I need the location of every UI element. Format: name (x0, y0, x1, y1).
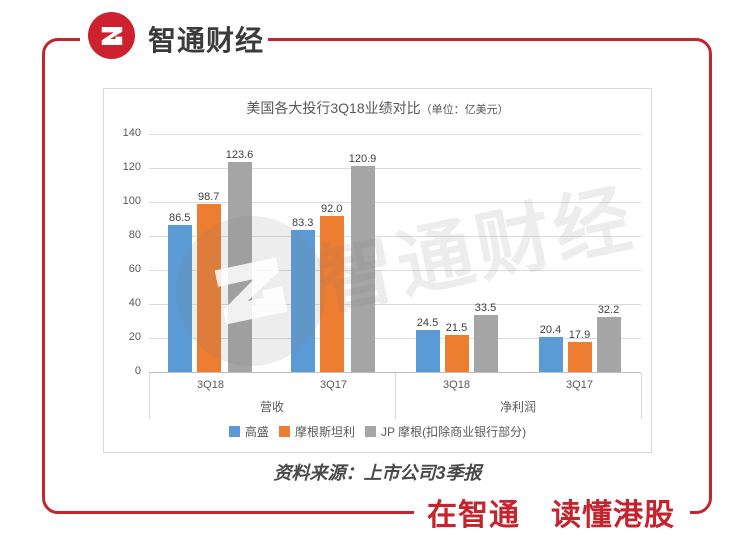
brand-tagline: 在智通 读懂港股 (427, 499, 675, 532)
y-tick-label: 80 (128, 229, 141, 241)
gridline (149, 269, 641, 271)
bar-value-label: 123.6 (225, 148, 254, 161)
category-separator (641, 373, 642, 419)
zhitong-logo-icon (88, 12, 135, 59)
bar-value-label: 92.0 (321, 202, 343, 215)
legend-item: 摩根斯坦利 (278, 423, 355, 440)
bar-value-label: 20.4 (539, 324, 562, 337)
bar-value-label: 17.9 (568, 328, 591, 341)
y-tick-label: 120 (122, 161, 141, 173)
bar-group: 83.3 92.0 120.9 (272, 153, 395, 372)
gridline (149, 133, 641, 135)
legend-swatch (228, 426, 240, 437)
bar (473, 315, 498, 372)
bar-value-label: 98.7 (198, 191, 220, 204)
bar-value-label: 32.2 (597, 304, 620, 317)
bar-column: 86.5 (167, 211, 192, 372)
chart-title-text: 美国各大投行3Q18业绩对比 (246, 100, 421, 116)
category-separator (395, 373, 396, 419)
bar (567, 341, 592, 372)
chart-container: 美国各大投行3Q18业绩对比（单位：亿美元） 86.5 98.7 123.6 83.3… (103, 88, 652, 453)
legend-label: JP 摩根(扣除商业银行部分) (380, 425, 527, 439)
category-axis-quarters: 3Q18 3Q17 3Q18 3Q17 (149, 379, 641, 391)
bar-column: 120.9 (348, 153, 377, 372)
bar (167, 224, 192, 372)
bar-value-label: 33.5 (474, 302, 497, 315)
bar-value-label: 21.5 (445, 322, 468, 335)
gridline (149, 201, 641, 203)
y-tick-label: 0 (134, 365, 141, 377)
chart-title-unit: （单位：亿美元） (420, 104, 509, 116)
gridline (149, 167, 641, 169)
bar (596, 317, 621, 372)
bar-value-label: 83.3 (292, 217, 314, 230)
y-tick-label: 60 (128, 263, 141, 275)
bar-column: 32.2 (596, 304, 621, 372)
chart-title: 美国各大投行3Q18业绩对比（单位：亿美元） (104, 98, 651, 118)
bar (444, 335, 469, 372)
bar-group: 86.5 98.7 123.6 (149, 149, 272, 372)
bar-group: 24.5 21.5 33.5 (395, 302, 518, 372)
bar-column: 83.3 (290, 217, 315, 372)
bar (538, 337, 563, 372)
legend-swatch (364, 426, 376, 437)
frame-gap-bottom (414, 504, 690, 520)
bar-column: 20.4 (538, 324, 563, 372)
y-tick-label: 20 (128, 331, 141, 343)
category-label: 3Q17 (566, 379, 593, 391)
data-source-caption: 资料来源：上市公司3季报 (273, 463, 482, 483)
brand-name: 智通财经 (148, 25, 265, 56)
bar-group: 20.4 17.9 32.2 (518, 304, 641, 372)
bar-value-label: 120.9 (348, 153, 377, 166)
brand-frame (42, 38, 712, 514)
bar (415, 330, 440, 372)
bar-column: 98.7 (196, 191, 221, 372)
legend-label: 摩根斯坦利 (294, 425, 355, 439)
category-label: 3Q17 (320, 379, 347, 391)
bar-column: 17.9 (567, 328, 592, 372)
category-label: 3Q18 (197, 379, 224, 391)
x-axis-line (149, 371, 641, 373)
bar-value-label: 24.5 (416, 317, 439, 330)
bar-value-label: 86.5 (169, 211, 191, 224)
category-label: 3Q18 (443, 379, 470, 391)
bar (350, 166, 375, 372)
plot-area: 86.5 98.7 123.6 83.3 92.0 120.9 24.5 21.5 33.5 20… (149, 133, 641, 373)
gridline (149, 303, 641, 305)
gridline (149, 337, 641, 339)
bar (227, 161, 252, 372)
logo-z-glyph (101, 26, 122, 45)
y-tick-label: 40 (128, 297, 141, 309)
bar-column: 92.0 (319, 202, 344, 372)
legend: 高盛 摩根斯坦利 JP 摩根(扣除商业银行部分) (104, 423, 651, 440)
legend-item: 高盛 (228, 423, 269, 440)
gridline (149, 235, 641, 237)
category-axis-groups: 营收 净利润 (149, 398, 641, 415)
legend-item: JP 摩根(扣除商业银行部分) (364, 423, 527, 440)
group-label: 净利润 (499, 400, 536, 414)
group-label: 营收 (259, 400, 284, 414)
bar (319, 215, 344, 372)
bar-column: 21.5 (444, 322, 469, 372)
legend-label: 高盛 (244, 425, 269, 439)
bar-column: 33.5 (473, 302, 498, 372)
bar-column: 24.5 (415, 317, 440, 372)
bar (290, 230, 315, 372)
y-tick-label: 100 (122, 195, 141, 207)
bar (196, 204, 221, 372)
legend-swatch (278, 426, 290, 437)
bar-column: 123.6 (225, 148, 254, 372)
y-tick-label: 140 (122, 127, 141, 139)
category-separator (149, 373, 150, 419)
